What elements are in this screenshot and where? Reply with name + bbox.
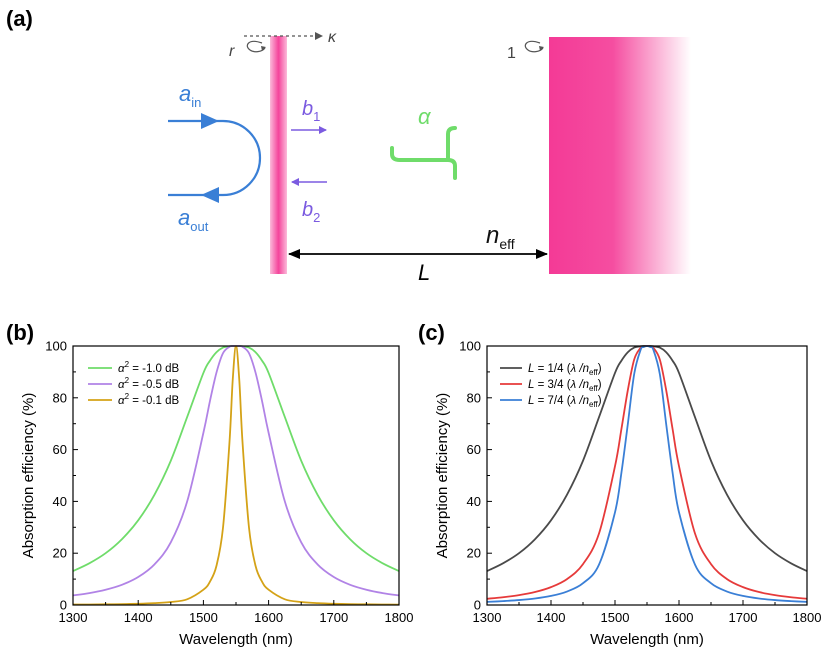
chart-b: 1300 1400 1500 1600 1700 1800 0 20 40 60 80 100 Wave… [20, 339, 413, 649]
legend-superscript: 2 [125, 360, 130, 369]
legend-L: L [528, 379, 534, 391]
one-label: 1 [507, 45, 516, 62]
legend-L: L [528, 395, 534, 407]
y-tick-label: 60 [53, 442, 67, 457]
legend-lambda: λ [570, 395, 577, 407]
a-out-arrowhead-icon [201, 187, 219, 203]
a-in-arrowhead-icon [201, 113, 219, 129]
y-tick-label: 0 [474, 598, 481, 613]
legend-value: = -0.1 dB [129, 395, 180, 407]
legend-n: /n [576, 395, 589, 407]
loss-symbol-icon [390, 126, 457, 180]
legend-close: ) [598, 395, 602, 407]
x-axis-title: Wavelength (nm) [179, 631, 293, 648]
r-curl-icon [246, 40, 266, 53]
panel-label-c: (c) [418, 320, 445, 345]
y-tick-label: 100 [45, 339, 67, 354]
panel-label-a: (a) [6, 6, 33, 31]
chart-c: 1300 1400 1500 1600 1700 1800 0 20 40 60 80 100 Wave… [434, 339, 821, 649]
x-tick-label: 1500 [601, 610, 630, 625]
y-tick-label: 40 [53, 494, 67, 509]
x-tick-label: 1700 [319, 610, 348, 625]
legend-alpha: α [118, 395, 125, 407]
legend-close: ) [598, 379, 602, 391]
alpha-label: α [418, 104, 432, 129]
y-axis-title: Absorption efficiency (%) [434, 393, 451, 559]
a-in-label: ain [179, 81, 201, 110]
legend-value: = -0.5 dB [129, 379, 180, 391]
y-tick-label: 40 [467, 494, 481, 509]
legend-fraction: = 3/4 ( [534, 379, 570, 391]
one-curl-arrowhead-icon [539, 46, 544, 51]
legend-close: ) [598, 363, 602, 375]
panel-a: (a) κ r 1 ain aout b1 b2 α neff [6, 6, 691, 285]
legend-fraction: = 1/4 ( [534, 363, 570, 375]
legend-superscript: 2 [125, 392, 130, 401]
legend-value: = -1.0 dB [129, 363, 180, 375]
x-tick-label: 1400 [124, 610, 153, 625]
b2-label: b2 [302, 199, 320, 225]
panel-c: (c) 1300 1400 1500 1600 1700 1800 0 20 40 60 80 100… [418, 320, 821, 648]
legend-alpha: α [118, 379, 125, 391]
x-tick-label: 1500 [189, 610, 218, 625]
b1-label: b1 [302, 98, 320, 124]
y-tick-label: 20 [53, 546, 67, 561]
r-label: r [229, 43, 235, 60]
legend-entry-1: L = 1/4 (λ /neff) [528, 363, 602, 377]
x-tick-label: 1800 [793, 610, 822, 625]
y-tick-label: 80 [53, 390, 67, 405]
kappa-label: κ [328, 29, 337, 46]
y-axis-title: Absorption efficiency (%) [20, 393, 37, 559]
x-tick-label: 1700 [729, 610, 758, 625]
x-tick-label: 1400 [537, 610, 566, 625]
legend-subscript: eff [589, 400, 599, 409]
x-tick-label: 1600 [254, 610, 283, 625]
legend-fraction: = 7/4 ( [534, 395, 570, 407]
legend-entry-2: α2 = -0.5 dB [118, 376, 180, 391]
L-label: L [418, 260, 430, 285]
legend-entry-2: L = 3/4 (λ /neff) [528, 379, 602, 393]
y-tick-label: 100 [459, 339, 481, 354]
legend-lambda: λ [570, 379, 577, 391]
input-output-path [168, 119, 262, 197]
r-curl-arrowhead-icon [261, 46, 266, 51]
legend-entry-1: α2 = -1.0 dB [118, 360, 180, 375]
partial-mirror [270, 36, 287, 274]
x-tick-label: 1300 [473, 610, 502, 625]
x-tick-label: 1300 [59, 610, 88, 625]
legend-subscript: eff [589, 384, 599, 393]
one-curl-icon [524, 40, 544, 53]
panel-label-b: (b) [6, 320, 34, 345]
y-tick-label: 20 [467, 546, 481, 561]
legend-superscript: 2 [125, 376, 130, 385]
a-out-label: aout [178, 205, 209, 234]
y-tick-label: 80 [467, 390, 481, 405]
legend-L: L [528, 363, 534, 375]
x-axis-title: Wavelength (nm) [590, 631, 704, 648]
n-eff-label: neff [486, 222, 515, 252]
legend-n: /n [576, 363, 589, 375]
legend-alpha: α [118, 363, 125, 375]
legend-entry-3: L = 7/4 (λ /neff) [528, 395, 602, 409]
legend-subscript: eff [589, 368, 599, 377]
legend-entry-3: α2 = -0.1 dB [118, 392, 180, 407]
back-mirror [549, 37, 691, 274]
y-tick-label: 0 [60, 598, 67, 613]
x-tick-label: 1600 [665, 610, 694, 625]
panel-b: (b) 1300 1400 1500 1600 1700 1800 0 20 40 60 80 100… [6, 320, 413, 648]
legend-n: /n [576, 379, 589, 391]
legend-lambda: λ [570, 363, 577, 375]
y-tick-label: 60 [467, 442, 481, 457]
x-tick-label: 1800 [385, 610, 414, 625]
